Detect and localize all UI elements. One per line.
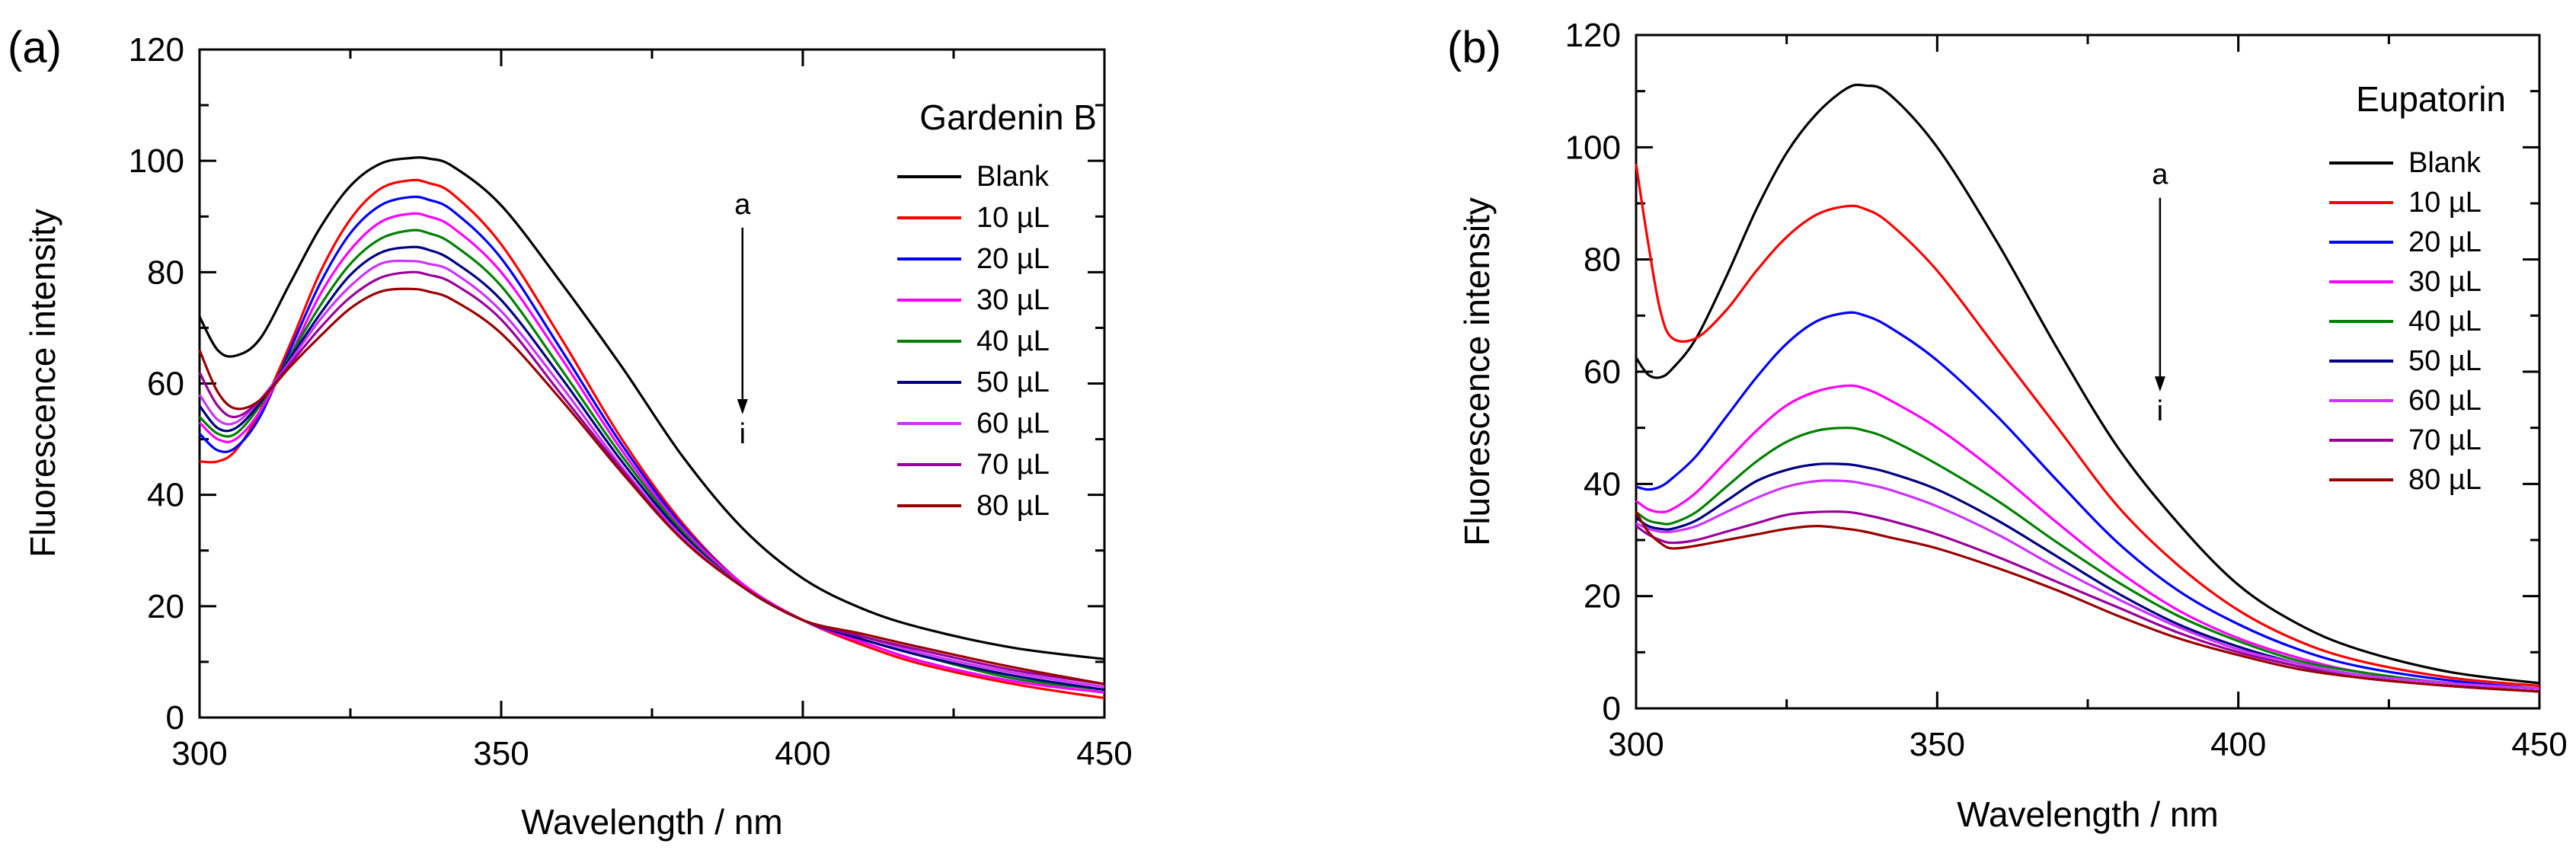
y-axis-label: Fluorescence intensity [23,209,62,558]
x-tick-label: 400 [775,735,830,772]
series-line-4 [1635,427,2540,690]
y-axis-label: Fluorescence intensity [1457,197,1497,546]
y-tick-label: 120 [129,31,184,69]
y-tick-label: 80 [147,254,184,291]
legend-label: 20 µL [976,243,1050,275]
series-line-5 [1635,462,2540,690]
annotation-arrow-head [737,399,748,415]
series-line-0 [198,156,1105,660]
legend-label: 40 µL [2408,305,2482,337]
y-tick-label: 40 [1584,465,1621,503]
x-tick-label: 400 [2210,726,2266,763]
chart-panel-b: 300 350 400 450 0 20 40 60 80 100 120 Wavelength / … [1447,17,2568,834]
legend-label: 10 µL [976,202,1050,234]
series-line-5 [198,245,1105,692]
y-tick-label: 100 [1565,129,1621,166]
legend-label: 50 µL [2408,345,2482,377]
x-tick-label: 450 [1076,735,1132,772]
legend-label: 40 µL [976,325,1050,357]
plot-frame [1635,34,2541,710]
legend-label: Blank [976,161,1050,193]
x-tick-label: 300 [171,735,227,772]
legend-label: 10 µL [2408,187,2482,219]
legend-label: 70 µL [976,449,1050,481]
panel-label: (b) [1447,23,1501,72]
annotation-bottom-label: i [2157,395,2163,427]
x-tick-label: 350 [473,735,529,772]
plot-frame [198,48,1106,719]
series-line-6 [1635,479,2540,690]
y-tick-label: 80 [1584,241,1621,279]
chart-panel-a: 300 350 400 450 0 20 40 60 80 100 120 Wavelength / … [8,23,1133,842]
legend-label: 20 µL [2408,226,2482,258]
legend-label: Blank [2408,147,2482,179]
annotation-top-label: a [2152,159,2169,191]
legend-label: 30 µL [976,284,1050,316]
series-line-4 [198,229,1105,692]
series-line-6 [198,259,1105,689]
y-tick-label: 20 [147,588,184,625]
series-line-2 [1635,311,2540,690]
annotation-top-label: a [734,189,751,221]
series-line-8 [198,287,1105,686]
panel-label: (a) [8,23,62,72]
x-tick-label: 350 [1910,726,1965,763]
series-line-8 [1635,511,2540,693]
y-tick-label: 60 [147,366,184,403]
series-line-7 [198,270,1105,686]
y-tick-label: 0 [166,699,184,737]
y-tick-label: 20 [1584,578,1621,615]
series-line-0 [1635,83,2540,685]
legend-label: 80 µL [976,490,1050,522]
legend-label: 70 µL [2408,424,2482,456]
x-tick-label: 450 [2511,726,2567,763]
legend-label: 30 µL [2408,266,2482,298]
legend-label: 50 µL [976,366,1050,398]
series-line-3 [1635,384,2540,690]
series-line-7 [1635,510,2540,693]
chart-title: Eupatorin [2356,79,2506,119]
y-tick-label: 120 [1565,17,1621,54]
chart-title: Gardenin B [919,97,1097,137]
x-axis-label: Wavelength / nm [1957,794,2218,834]
x-tick-label: 300 [1608,726,1664,763]
y-tick-label: 40 [147,477,184,514]
annotation-arrow-head [2154,376,2165,392]
y-tick-label: 0 [1603,690,1621,727]
annotation-bottom-label: i [740,418,746,450]
x-axis-label: Wavelength / nm [521,802,782,842]
y-tick-label: 60 [1584,353,1621,391]
legend-label: 80 µL [2408,464,2482,496]
y-tick-label: 100 [129,142,184,180]
legend-label: 60 µL [976,408,1050,439]
legend-label: 60 µL [2408,385,2482,417]
series-line-1 [1635,164,2540,688]
series-line-1 [199,178,1105,699]
